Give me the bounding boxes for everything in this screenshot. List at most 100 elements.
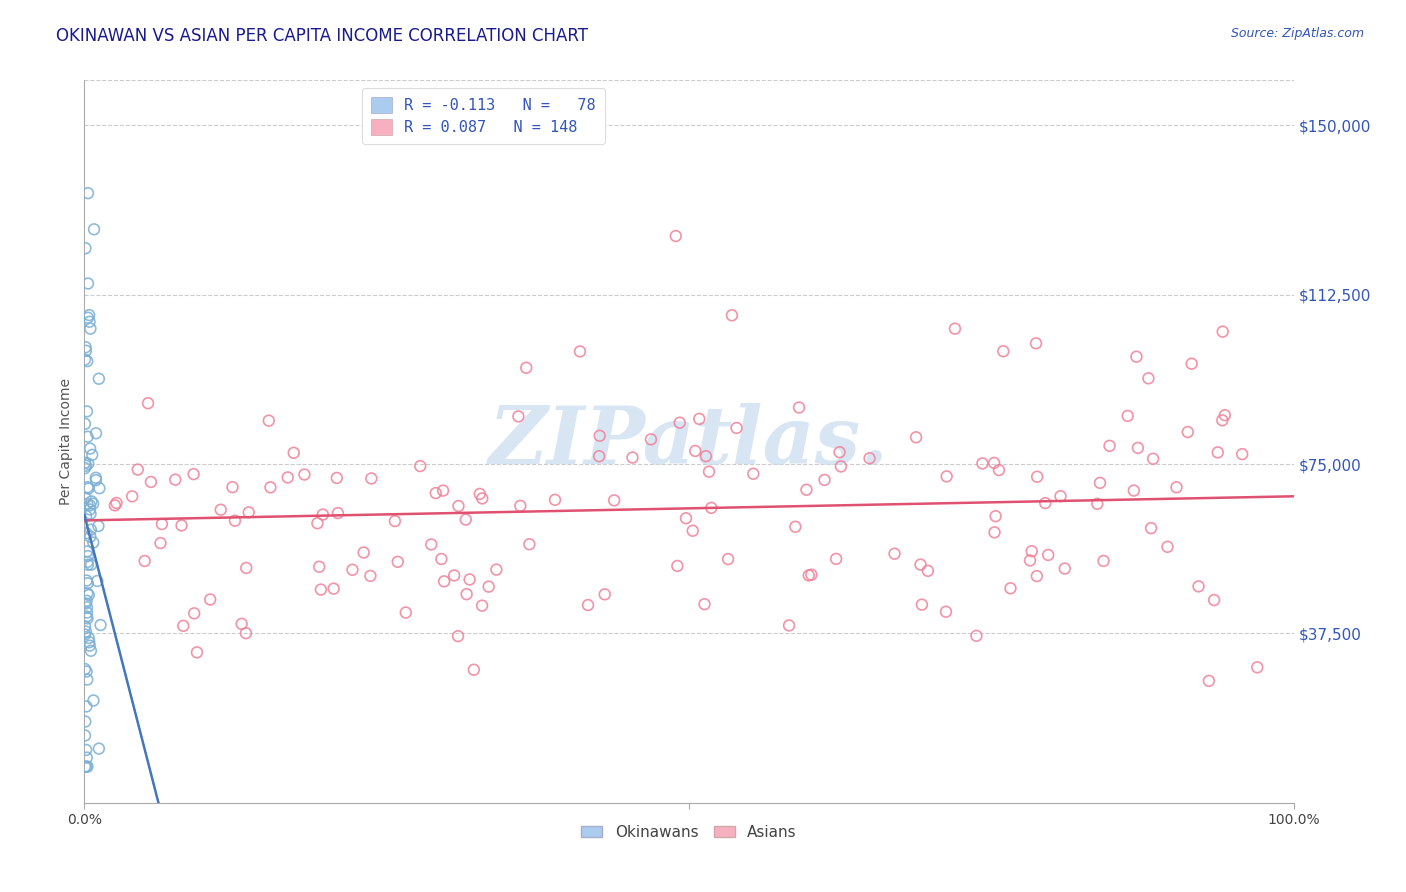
Point [77,482,100,496]
Point [79,442,101,456]
Point [683,444,706,458]
Point [183,467,205,482]
Point [697,465,720,479]
Point [972,457,994,471]
Point [433,574,456,589]
Point [75,458,97,473]
Point [621,450,644,465]
Point [984,509,1007,524]
Point [471,599,494,613]
Point [82,693,104,707]
Point [1206,445,1229,459]
Point [150,517,173,532]
Point [76,609,98,624]
Point [987,463,1010,477]
Point [79,507,101,521]
Point [825,552,848,566]
Point [76,544,98,558]
Point [693,597,716,611]
Point [312,508,335,522]
Point [509,499,531,513]
Point [576,598,599,612]
Point [943,321,966,335]
Point [77,186,100,201]
Point [80,644,103,658]
Point [73,352,96,367]
Point [89,481,111,495]
Text: OKINAWAN VS ASIAN PER CAPITA INCOME CORRELATION CHART: OKINAWAN VS ASIAN PER CAPITA INCOME CORR… [56,27,588,45]
Point [430,552,453,566]
Point [235,626,257,640]
Point [86,574,108,588]
Point [1211,413,1233,427]
Point [76,586,98,600]
Point [90,618,112,632]
Point [544,492,567,507]
Point [828,445,851,459]
Point [785,520,807,534]
Point [76,665,98,679]
Point [75,508,97,523]
Point [77,558,100,572]
Point [432,483,454,498]
Point [84,471,107,485]
Point [353,545,375,559]
Point [797,568,820,582]
Point [104,499,127,513]
Point [665,229,688,244]
Point [121,489,143,503]
Point [235,561,257,575]
Point [75,743,97,757]
Point [76,611,98,625]
Point [1204,593,1226,607]
Point [76,430,98,444]
Point [1212,325,1234,339]
Point [471,491,494,506]
Point [294,467,316,482]
Point [83,222,105,236]
Point [589,429,612,443]
Point [778,618,800,632]
Point [447,629,470,643]
Point [813,473,835,487]
Point [84,473,107,487]
Point [76,404,98,418]
Point [165,473,187,487]
Point [993,344,1015,359]
Point [1033,496,1056,510]
Point [1122,483,1144,498]
Point [326,506,349,520]
Point [384,514,406,528]
Point [87,741,110,756]
Point [1116,409,1139,423]
Point [742,467,765,481]
Point [911,598,934,612]
Point [76,673,98,687]
Point [307,516,329,531]
Point [905,430,928,444]
Point [77,277,100,291]
Point [87,519,110,533]
Point [519,537,541,551]
Point [221,480,243,494]
Point [983,456,1005,470]
Point [77,631,100,645]
Point [76,594,98,608]
Point [77,310,100,325]
Point [76,480,98,494]
Point [73,627,96,641]
Point [73,461,96,475]
Point [508,409,530,424]
Point [359,569,381,583]
Point [935,469,957,483]
Point [447,499,470,513]
Point [858,451,880,466]
Point [309,582,332,597]
Point [640,433,662,447]
Point [76,600,98,615]
Point [1166,480,1188,494]
Point [75,714,97,729]
Point [1137,371,1160,385]
Point [73,456,96,470]
Point [308,559,330,574]
